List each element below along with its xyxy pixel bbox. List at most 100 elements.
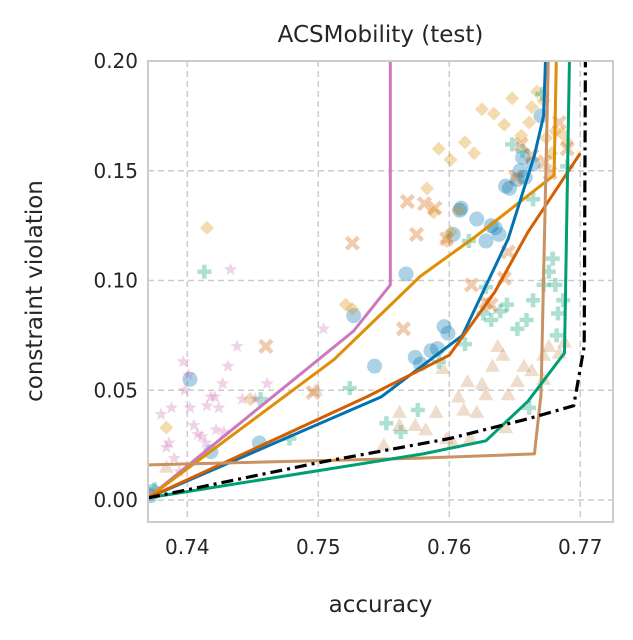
frontier-line (148, 61, 547, 500)
point-diamond (443, 225, 458, 240)
point-diamond (199, 220, 214, 235)
point-circle (515, 150, 531, 166)
point-diamond (439, 234, 454, 249)
point-star (221, 359, 235, 372)
point-triangle (524, 363, 540, 377)
point-x (439, 231, 455, 247)
point-plus (457, 337, 472, 352)
point-circle (445, 226, 461, 242)
point-star (183, 400, 197, 414)
point-circle (453, 200, 469, 216)
point-triangle (490, 338, 506, 353)
point-star (199, 436, 213, 449)
point-diamond (522, 115, 537, 130)
point-star (159, 440, 173, 453)
point-plus (197, 264, 212, 279)
point-triangle (478, 387, 494, 401)
point-diamond (338, 297, 353, 312)
y-tick-label: 0.00 (93, 488, 138, 512)
point-plus (515, 144, 530, 159)
point-star (204, 389, 218, 403)
point-circle (346, 308, 362, 324)
plot-frame (147, 60, 614, 523)
point-star (223, 262, 238, 276)
point-star (235, 392, 249, 405)
x-axis-label: accuracy (329, 592, 433, 618)
point-diamond (451, 203, 466, 218)
point-star (167, 451, 181, 464)
y-axis-ticks: 0.00 0.05 0.10 0.15 0.20 (93, 49, 138, 512)
point-triangle (418, 422, 434, 436)
point-star (187, 418, 201, 432)
point-star (191, 427, 205, 440)
point-triangle (376, 437, 392, 451)
point-diamond (524, 100, 539, 115)
point-plus (505, 137, 520, 152)
point-triangle (450, 389, 466, 403)
y-tick-label: 0.10 (93, 269, 138, 293)
point-diamond (159, 420, 174, 435)
point-triangle (541, 338, 557, 353)
point-circle (502, 180, 518, 196)
point-triangle (428, 404, 444, 418)
point-circle (469, 211, 485, 227)
chart-title: ACSMobility (test) (278, 22, 484, 48)
point-x (513, 136, 529, 153)
point-diamond (345, 302, 360, 317)
point-diamond (420, 181, 434, 196)
frontier-lines (148, 61, 588, 500)
point-triangle (500, 387, 516, 401)
point-circle (407, 349, 423, 365)
frontier-line (148, 61, 558, 500)
point-circle (436, 319, 452, 335)
y-tick-label: 0.05 (93, 378, 138, 402)
point-diamond (457, 135, 472, 150)
point-plus (556, 293, 571, 308)
point-diamond (443, 152, 458, 167)
point-triangle (495, 347, 511, 361)
point-diamond (514, 128, 529, 143)
point-triangle (460, 374, 476, 388)
point-triangle (391, 404, 407, 418)
point-star (230, 339, 244, 352)
point-star (176, 354, 190, 368)
point-diamond (243, 392, 258, 407)
point-triangle (469, 404, 485, 418)
point-plus (548, 277, 563, 292)
point-triangle (407, 417, 423, 432)
point-star (181, 367, 196, 381)
point-triangle (308, 382, 324, 396)
point-star (248, 392, 263, 405)
point-diamond (554, 126, 569, 141)
x-tick-label: 0.76 (427, 535, 472, 559)
point-plus (510, 321, 525, 336)
point-circle (398, 266, 414, 282)
point-x (416, 196, 432, 212)
point-circle (509, 172, 525, 188)
point-star (200, 398, 214, 412)
frontier-line (148, 152, 582, 500)
point-star (178, 383, 192, 396)
point-diamond (505, 91, 520, 106)
point-plus (493, 304, 508, 319)
point-x (258, 338, 274, 354)
x-tick-label: 0.75 (296, 535, 341, 559)
point-plus (342, 381, 357, 396)
point-diamond (475, 102, 490, 117)
point-x (305, 384, 321, 401)
point-x (344, 235, 360, 251)
point-circle (498, 178, 514, 194)
point-x (408, 226, 425, 243)
point-star (209, 422, 223, 436)
point-triangle (474, 376, 490, 390)
point-star (212, 400, 226, 414)
point-star (164, 400, 179, 414)
point-plus (499, 297, 514, 312)
point-star (260, 376, 274, 390)
point-plus (484, 313, 499, 328)
y-axis-label: constraint violation (22, 180, 48, 402)
point-diamond (467, 146, 482, 161)
point-triangle (435, 360, 451, 374)
point-star (208, 389, 222, 403)
point-diamond (497, 117, 512, 132)
